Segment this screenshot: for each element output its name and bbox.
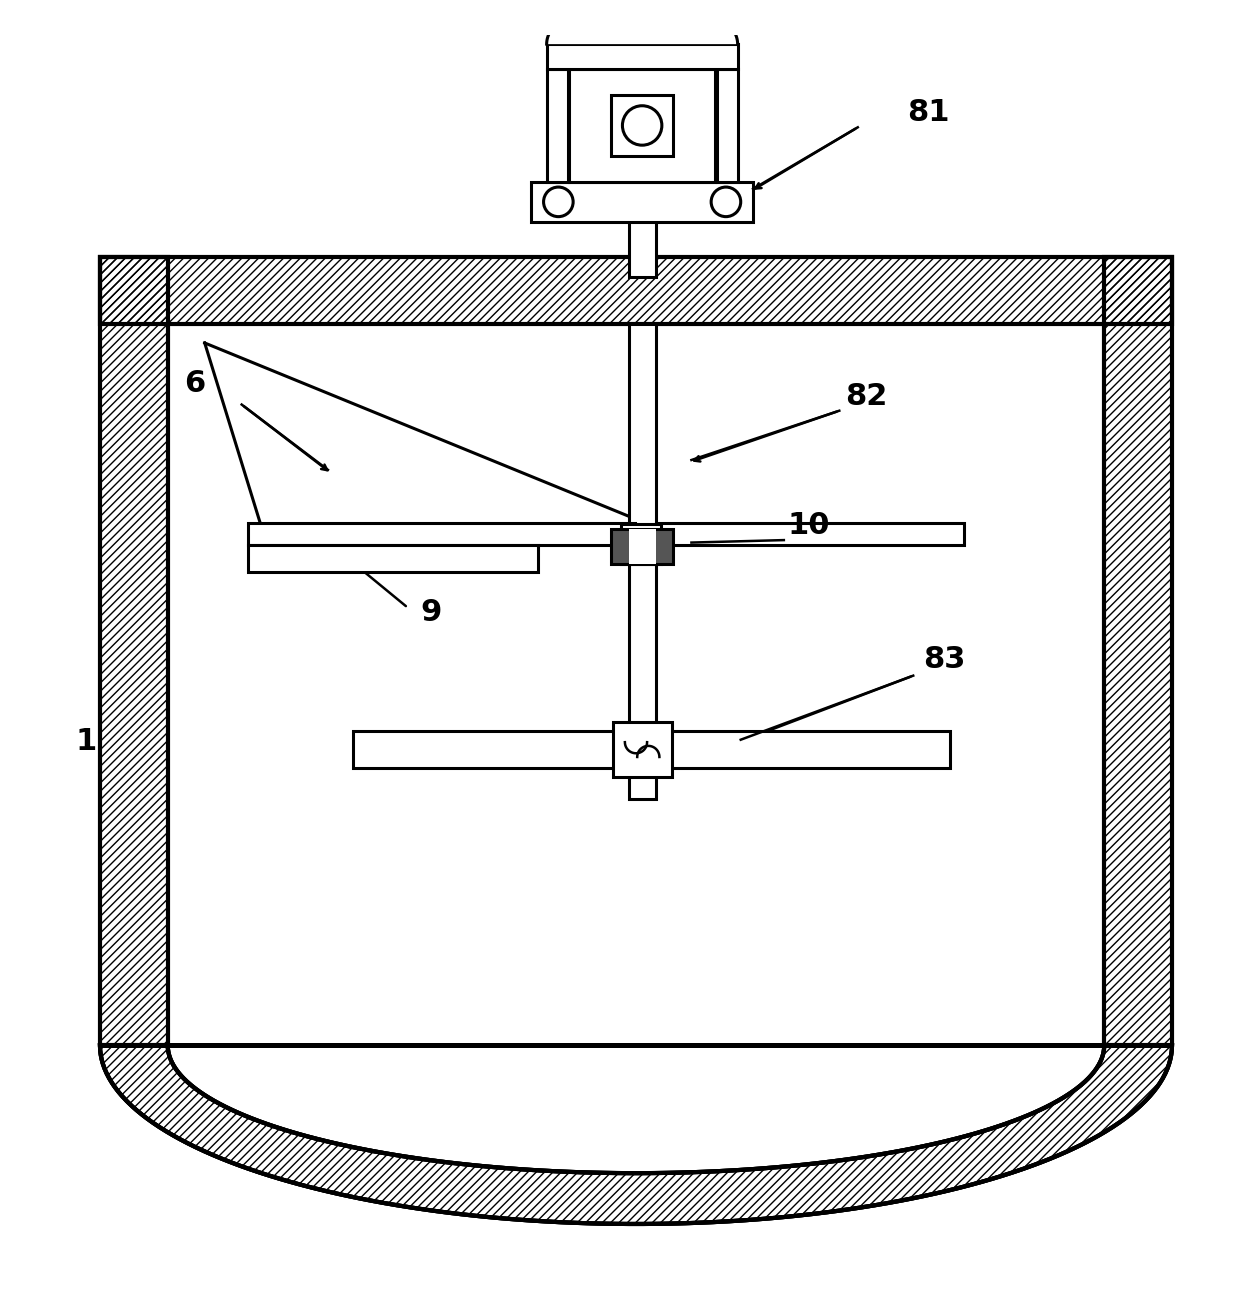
Bar: [100, 256, 1172, 324]
Bar: [100, 256, 1172, 324]
Text: 1: 1: [75, 727, 96, 755]
Circle shape: [543, 187, 573, 216]
Text: 6: 6: [184, 370, 205, 398]
Bar: [611, 529, 673, 564]
Bar: [547, 69, 568, 182]
Bar: [1104, 256, 1172, 1046]
Text: 9: 9: [420, 599, 442, 628]
Bar: [547, 44, 737, 69]
Bar: [716, 69, 737, 182]
Bar: [248, 546, 538, 572]
Bar: [621, 525, 661, 564]
Circle shape: [711, 187, 741, 216]
Text: 10: 10: [788, 510, 830, 540]
Bar: [611, 95, 673, 156]
Bar: [100, 256, 168, 1046]
Polygon shape: [100, 1046, 1172, 1224]
Bar: [100, 256, 168, 1046]
Bar: [352, 732, 950, 768]
Polygon shape: [547, 0, 737, 44]
Bar: [100, 256, 1172, 324]
Bar: [1104, 256, 1172, 1046]
Bar: [569, 69, 715, 182]
Text: 81: 81: [906, 98, 950, 128]
Bar: [613, 721, 672, 777]
Bar: [629, 202, 656, 277]
Bar: [531, 182, 753, 221]
Bar: [1104, 256, 1172, 1046]
Text: 82: 82: [846, 381, 888, 410]
Circle shape: [622, 105, 662, 145]
Bar: [629, 529, 656, 564]
Bar: [629, 324, 656, 799]
Bar: [656, 523, 963, 546]
Bar: [168, 324, 1104, 1046]
Bar: [100, 256, 168, 1046]
Bar: [248, 523, 635, 546]
Text: 83: 83: [923, 646, 966, 674]
